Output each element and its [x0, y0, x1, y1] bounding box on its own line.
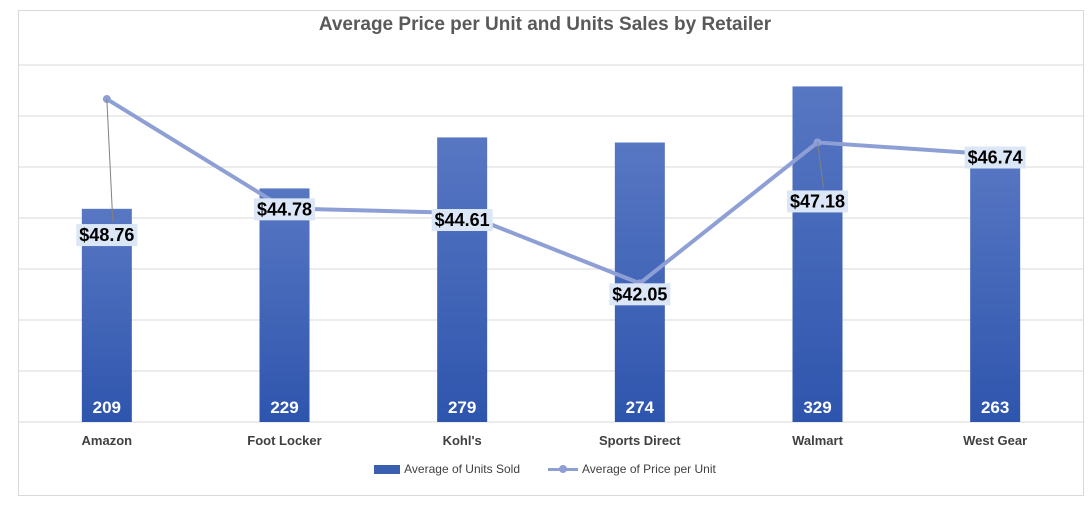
bar-foot-locker[interactable]	[259, 188, 310, 422]
price-label-text: $42.05	[612, 284, 667, 304]
price-label-box	[786, 190, 849, 213]
price-label: $44.78	[253, 198, 316, 221]
price-label: $46.74	[964, 146, 1026, 169]
price-label-box	[964, 146, 1026, 169]
legend-item-units[interactable]: Average of Units Sold	[374, 462, 520, 476]
chart-frame	[18, 10, 1084, 496]
leader-line	[817, 142, 824, 189]
category-label: West Gear	[963, 433, 1027, 448]
bar-west-gear[interactable]	[970, 153, 1021, 423]
bar-value-label: 329	[803, 398, 831, 417]
price-label-text: $44.61	[435, 210, 490, 230]
category-label: Amazon	[82, 433, 133, 448]
price-label: $44.61	[431, 209, 493, 232]
category-label: Kohl's	[443, 433, 482, 448]
bar-value-label: 263	[981, 398, 1009, 417]
price-label: $47.18	[786, 190, 849, 213]
bar-value-label: 279	[448, 398, 476, 417]
bar-value-label: 229	[270, 398, 298, 417]
legend-line-swatch	[548, 464, 578, 474]
price-line	[105, 97, 996, 286]
bar-value-label: 274	[626, 398, 655, 417]
price-label-text: $48.76	[79, 225, 134, 245]
bar-walmart[interactable]	[792, 86, 843, 423]
legend: Average of Units Sold Average of Price p…	[0, 462, 1090, 476]
bar-kohl-s[interactable]	[437, 137, 488, 423]
legend-label-units: Average of Units Sold	[404, 462, 520, 476]
price-label-box	[76, 224, 138, 247]
price-label-box	[609, 283, 671, 306]
price-label: $42.05	[609, 283, 671, 306]
price-label-text: $47.18	[790, 191, 845, 211]
legend-bar-swatch	[374, 464, 401, 474]
category-label: Sports Direct	[599, 433, 681, 448]
chart-title: Average Price per Unit and Units Sales b…	[318, 14, 772, 35]
price-label: $48.76	[76, 224, 138, 247]
category-label: Walmart	[792, 433, 843, 448]
price-label-box	[253, 198, 316, 221]
legend-item-price[interactable]: Average of Price per Unit	[548, 462, 716, 476]
price-label-box	[431, 209, 493, 232]
category-label: Foot Locker	[247, 433, 321, 448]
price-label-text: $46.74	[968, 148, 1023, 168]
bar-value-label: 209	[93, 398, 121, 417]
price-label-text: $44.78	[257, 199, 312, 219]
legend-label-price: Average of Price per Unit	[582, 462, 716, 476]
leader-line	[106, 99, 114, 223]
